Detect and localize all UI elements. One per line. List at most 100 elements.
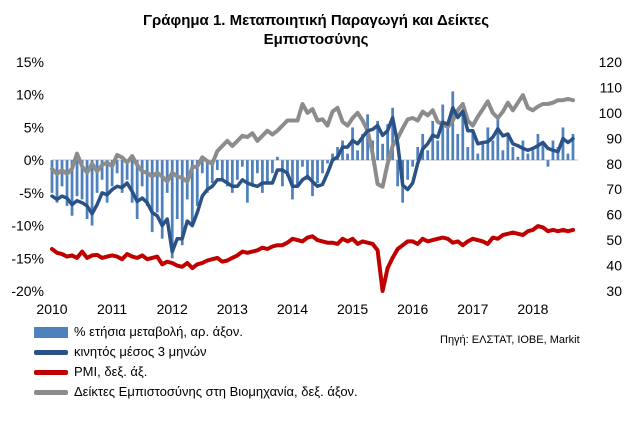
left-tick-label: 5% — [24, 119, 44, 135]
x-tick-label: 2017 — [457, 301, 488, 317]
bar — [396, 160, 400, 187]
bar — [125, 160, 129, 180]
bar — [556, 147, 560, 161]
bar — [486, 127, 490, 161]
right-tick-label: 120 — [599, 54, 623, 70]
bar — [456, 133, 460, 161]
bar — [506, 133, 510, 161]
left-tick-label: 10% — [16, 87, 44, 103]
bar — [571, 133, 575, 161]
bar — [235, 160, 239, 180]
confidence-line — [50, 93, 575, 189]
bar — [150, 160, 154, 233]
bar — [230, 160, 234, 193]
bar — [296, 160, 299, 187]
bar — [165, 160, 169, 193]
bar — [301, 160, 304, 167]
x-tick-label: 2014 — [277, 301, 308, 317]
right-tick-label: 50 — [606, 232, 622, 248]
bar — [170, 160, 174, 259]
bar — [441, 104, 445, 161]
bar — [175, 160, 179, 220]
bar — [526, 153, 530, 161]
bar — [521, 140, 525, 161]
x-tick-label: 2015 — [337, 301, 368, 317]
bar — [195, 160, 199, 206]
bar — [291, 160, 294, 200]
x-axis: 2010 2011 2012 2013 2014 2015 2016 2017 2018 — [36, 301, 548, 317]
bar — [381, 143, 385, 161]
bar — [546, 160, 550, 167]
chart-title-line2: Εμπιστοσύνης — [264, 31, 369, 48]
bar — [386, 124, 390, 161]
bar — [50, 160, 54, 193]
bar — [281, 160, 284, 187]
bar — [561, 127, 565, 161]
bar — [426, 150, 430, 161]
pmi-line — [50, 224, 575, 293]
bar — [471, 130, 475, 161]
right-tick-label: 80 — [606, 156, 622, 172]
bar — [491, 140, 495, 161]
bar — [180, 160, 184, 246]
legend-item-confidence: Δείκτες Εμπιστοσύνης στη Βιομηχανία, δεξ… — [34, 382, 358, 402]
x-tick-label: 2016 — [397, 301, 428, 317]
bar — [130, 160, 134, 203]
bar — [376, 120, 379, 161]
bar — [85, 160, 89, 220]
line-series — [50, 93, 575, 293]
legend-label-ma: κινητός μέσος 3 μηνών — [74, 344, 207, 359]
bar — [155, 160, 159, 213]
x-tick-label: 2012 — [157, 301, 188, 317]
right-tick-label: 60 — [606, 207, 622, 223]
bar — [351, 127, 354, 161]
left-tick-label: 0% — [24, 152, 44, 168]
legend-swatch-ma — [34, 349, 68, 355]
bar — [240, 160, 244, 167]
bar — [215, 160, 219, 170]
bar — [75, 160, 79, 197]
bar — [135, 160, 139, 220]
bar — [446, 127, 450, 161]
bar — [466, 147, 470, 161]
legend-item-ma: κινητός μέσος 3 μηνών — [34, 342, 358, 362]
bar — [566, 153, 570, 161]
bar — [501, 150, 505, 161]
left-tick-label: 15% — [16, 54, 44, 70]
right-tick-label: 110 — [600, 79, 623, 95]
bar — [411, 160, 415, 167]
bar — [511, 147, 515, 161]
bar — [225, 160, 229, 187]
bar — [271, 160, 274, 174]
bar — [516, 156, 520, 161]
bar — [80, 160, 84, 200]
bar — [416, 147, 420, 161]
bar — [481, 143, 485, 161]
bar — [361, 133, 364, 161]
bar — [391, 107, 395, 161]
bar — [496, 117, 500, 161]
bar — [431, 120, 435, 161]
x-tick-label: 2018 — [517, 301, 548, 317]
left-tick-label: -20% — [11, 283, 44, 299]
bar — [461, 114, 465, 161]
bar — [160, 160, 164, 239]
bar — [326, 160, 329, 164]
bar — [406, 160, 410, 180]
bar — [331, 153, 334, 161]
left-tick-label: -15% — [11, 250, 44, 266]
bar — [220, 160, 224, 180]
left-axis: 15% 10% 5% 0% -5% -10% -15% -20% — [11, 54, 44, 299]
legend-label-pmi: PMI, δεξ. άξ. — [74, 364, 148, 379]
x-tick-label: 2011 — [97, 301, 127, 317]
bar — [110, 160, 114, 187]
bar — [541, 143, 545, 161]
bar — [436, 140, 440, 161]
bar — [95, 160, 99, 193]
bar — [316, 160, 319, 184]
bar — [145, 160, 149, 206]
bar — [286, 160, 289, 177]
source-note: Πηγή: ΕΛΣΤΑΤ, ΙΟΒΕ, Markit — [440, 334, 580, 346]
bar — [266, 160, 269, 184]
bar — [321, 160, 324, 174]
